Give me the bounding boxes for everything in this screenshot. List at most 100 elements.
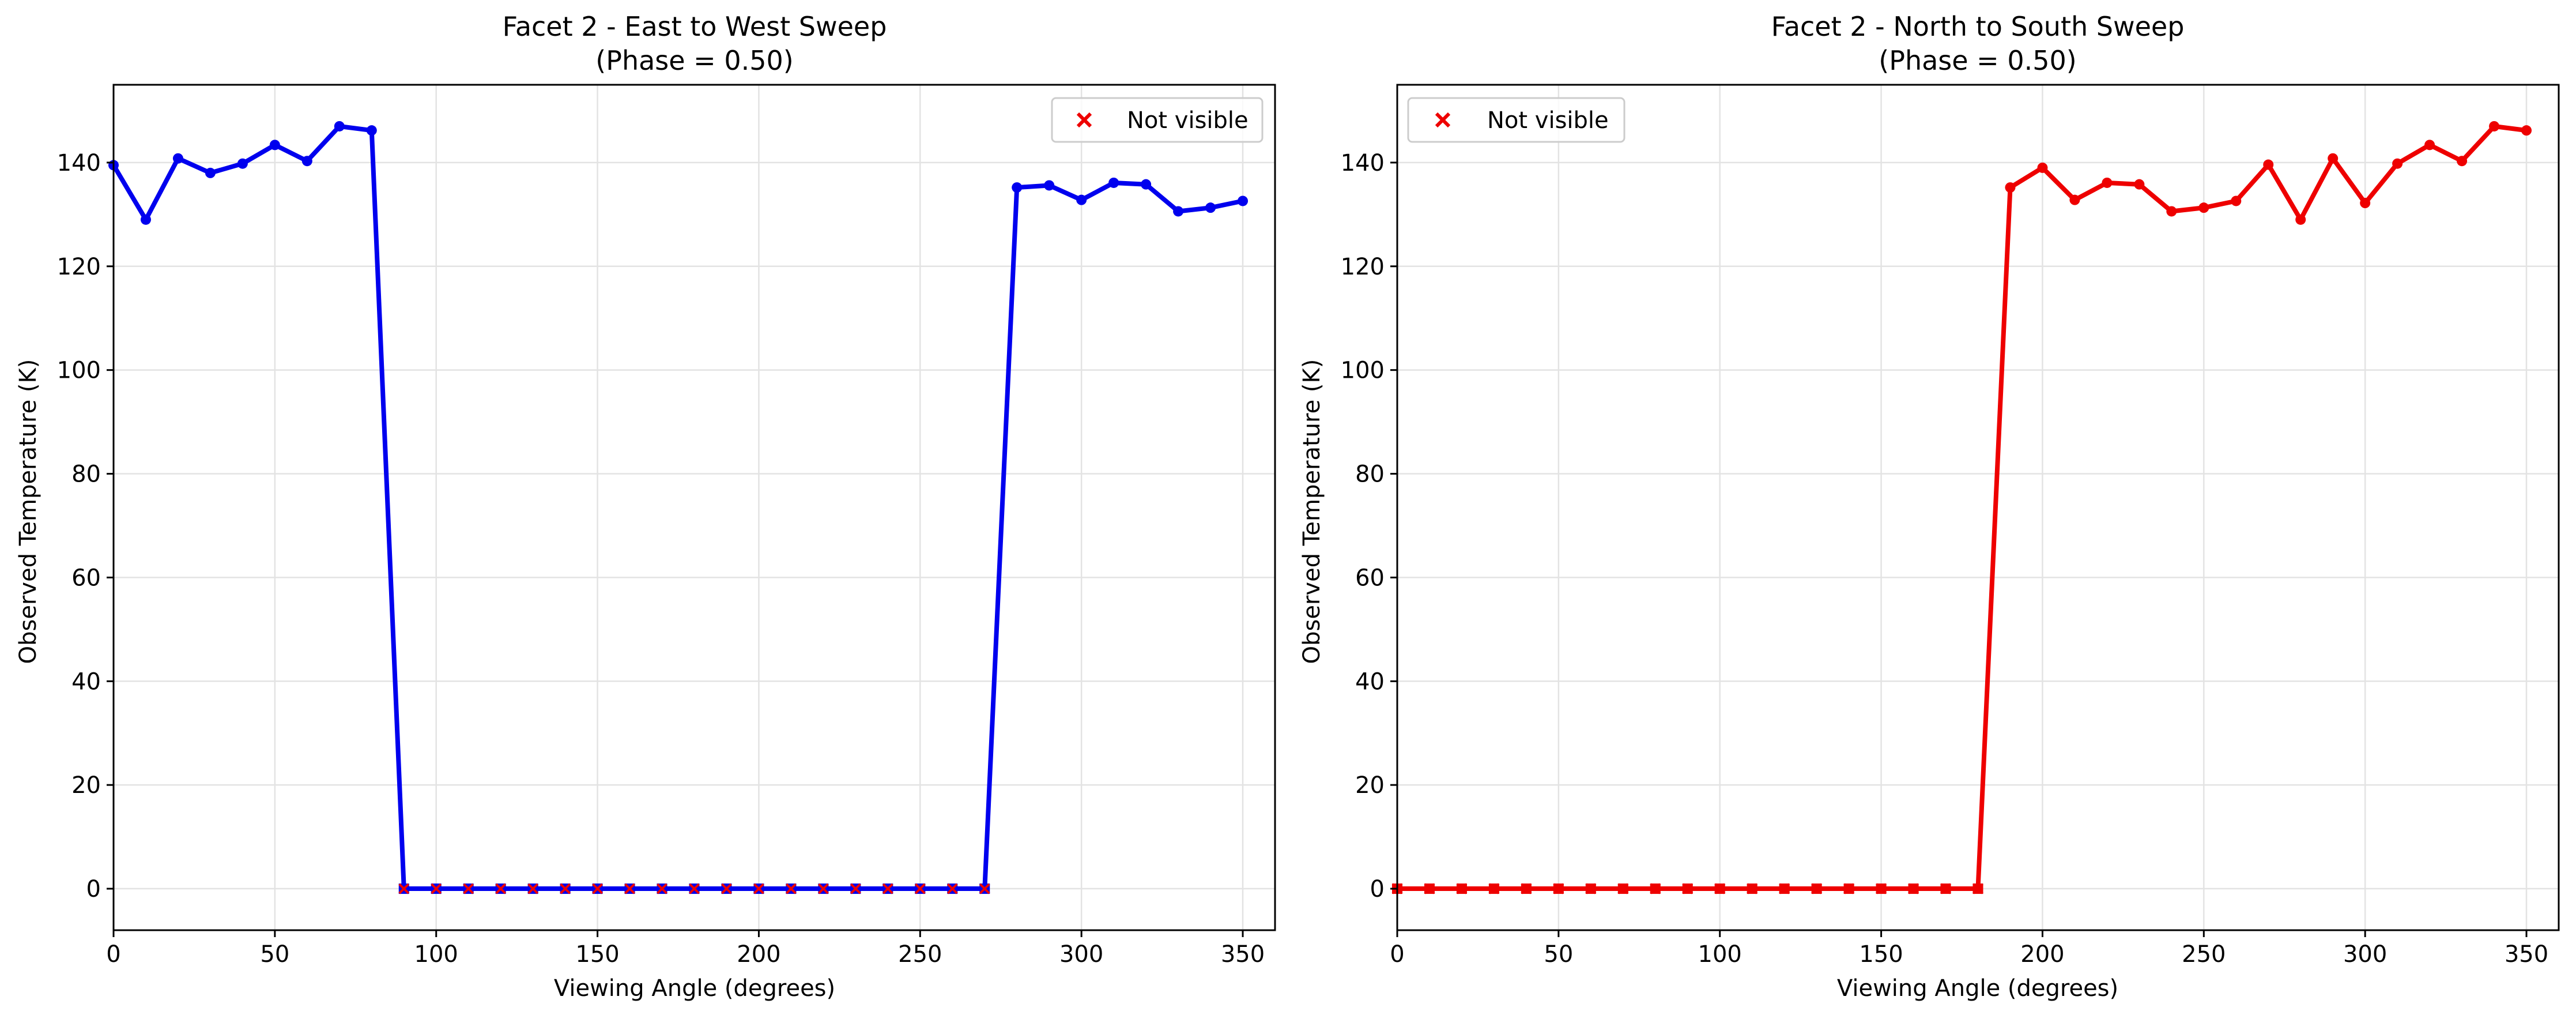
not-visible-marker-stroke: [1456, 883, 1468, 894]
not-visible-marker: [817, 883, 829, 894]
not-visible-marker-stroke: [1650, 883, 1661, 894]
data-point: [1205, 202, 1216, 213]
plot-area: 0 50 100 150 200 250 300 350 0 20 40 60 80 100 120 140: [57, 84, 1276, 968]
not-visible-marker: [979, 883, 990, 894]
not-visible-marker-stroke: [1488, 883, 1500, 894]
data-point: [2263, 159, 2274, 170]
y-tick-label: 100: [1341, 358, 1385, 384]
data-point: [2489, 121, 2500, 131]
not-visible-marker-stroke: [1747, 883, 1758, 894]
y-axis-label: Observed Temperature (K): [15, 359, 42, 664]
y-tick-label: 140: [57, 150, 101, 176]
series-line: [111, 124, 1243, 891]
data-point: [140, 214, 151, 225]
data-point: [1238, 195, 1249, 206]
x-tick-label: 200: [737, 941, 780, 968]
x-tick-label: 150: [1859, 941, 1903, 968]
not-visible-marker-stroke: [721, 883, 732, 894]
not-visible-marker-stroke: [882, 883, 893, 894]
not-visible-marker: [1747, 883, 1758, 894]
not-visible-marker-stroke: [850, 883, 861, 894]
x-tick-label: 0: [1390, 941, 1404, 968]
data-point: [1108, 177, 1119, 188]
not-visible-marker: [1617, 883, 1629, 894]
not-visible-marker-stroke: [1908, 883, 1919, 894]
x-tick-label: 100: [414, 941, 458, 968]
x-tick-label: 300: [1059, 941, 1103, 968]
not-visible-marker: [560, 883, 571, 894]
y-tick-label: 80: [1355, 461, 1385, 488]
not-visible-marker: [1682, 883, 1694, 894]
not-visible-marker-stroke: [786, 883, 797, 894]
not-visible-marker: [1876, 883, 1887, 894]
not-visible-marker-stroke: [1714, 883, 1726, 894]
axes-frame: [1396, 84, 2560, 931]
data-point: [2521, 125, 2532, 136]
not-visible-marker-stroke: [1843, 883, 1855, 894]
y-tick-label: 20: [1355, 772, 1385, 799]
x-tick-label: 150: [575, 941, 619, 968]
not-visible-marker: [1553, 883, 1564, 894]
data-point: [2328, 153, 2339, 164]
legend-box: [1051, 97, 1264, 143]
y-tick-label: 100: [57, 358, 101, 384]
not-visible-marker-stroke: [689, 883, 700, 894]
not-visible-marker: [398, 883, 410, 894]
y-tick-label: 60: [1355, 565, 1385, 591]
not-visible-marker-stroke: [1811, 883, 1823, 894]
y-axis-label: Observed Temperature (K): [1299, 359, 1325, 664]
not-visible-marker: [1585, 883, 1597, 894]
legend: Not visible: [1051, 97, 1264, 143]
not-visible-marker: [1779, 883, 1790, 894]
not-visible-marker-stroke: [560, 883, 571, 894]
not-visible-marker-stroke: [657, 883, 667, 894]
not-visible-marker-stroke: [1779, 883, 1790, 894]
y-tick-label: 40: [1355, 668, 1385, 695]
not-visible-marker: [431, 883, 442, 894]
not-visible-marker: [1811, 883, 1823, 894]
chart-title-line1: Facet 2 - North to South Sweep: [1771, 11, 2185, 42]
data-point: [2037, 162, 2048, 173]
x-tick-label: 300: [2343, 941, 2387, 968]
x-tick-label: 0: [106, 941, 120, 968]
y-tick-label: 140: [1341, 150, 1385, 176]
x-tick-label: 250: [2182, 941, 2226, 968]
not-visible-marker-stroke: [431, 883, 442, 894]
data-point: [2102, 177, 2113, 188]
not-visible-marker-stroke: [527, 883, 539, 894]
chart-north-south: Facet 2 - North to South Sweep (Phase = …: [1299, 11, 2560, 1002]
x-tick-label: 200: [2020, 941, 2064, 968]
not-visible-marker-stroke: [1585, 883, 1597, 894]
not-visible-marker: [1940, 883, 1951, 894]
y-tick-label: 60: [71, 565, 101, 591]
plot-area: 0 50 100 150 200 250 300 350 0 20 40 60 80 100 120 140: [1341, 84, 2560, 968]
not-visible-marker-stroke: [1940, 883, 1951, 894]
data-point: [1173, 206, 1184, 217]
y-tick-label: 120: [1341, 254, 1385, 280]
data-point: [2457, 156, 2468, 167]
data-point: [172, 153, 183, 164]
not-visible-marker-stroke: [398, 883, 410, 894]
not-visible-marker: [1972, 883, 1983, 894]
not-visible-marker-stroke: [1521, 883, 1532, 894]
not-visible-marker-stroke: [914, 883, 926, 894]
not-visible-marker-stroke: [1617, 883, 1629, 894]
chart-title-line2: (Phase = 0.50): [1879, 45, 2076, 76]
y-tick-label: 0: [1370, 876, 1385, 903]
not-visible-marker: [1843, 883, 1855, 894]
not-visible-marker: [946, 883, 958, 894]
data-point: [237, 158, 248, 169]
series-line: [1397, 124, 2527, 891]
not-visible-marker: [786, 883, 797, 894]
data-point: [2069, 194, 2080, 205]
x-tick-label: 50: [1544, 941, 1573, 968]
not-visible-marker: [850, 883, 861, 894]
not-visible-marker-stroke: [495, 883, 507, 894]
x-tick-label: 250: [898, 941, 942, 968]
not-visible-marker-stroke: [1682, 883, 1694, 894]
not-visible-marker-stroke: [1876, 883, 1887, 894]
x-tick-label: 50: [260, 941, 289, 968]
not-visible-marker: [1650, 883, 1661, 894]
